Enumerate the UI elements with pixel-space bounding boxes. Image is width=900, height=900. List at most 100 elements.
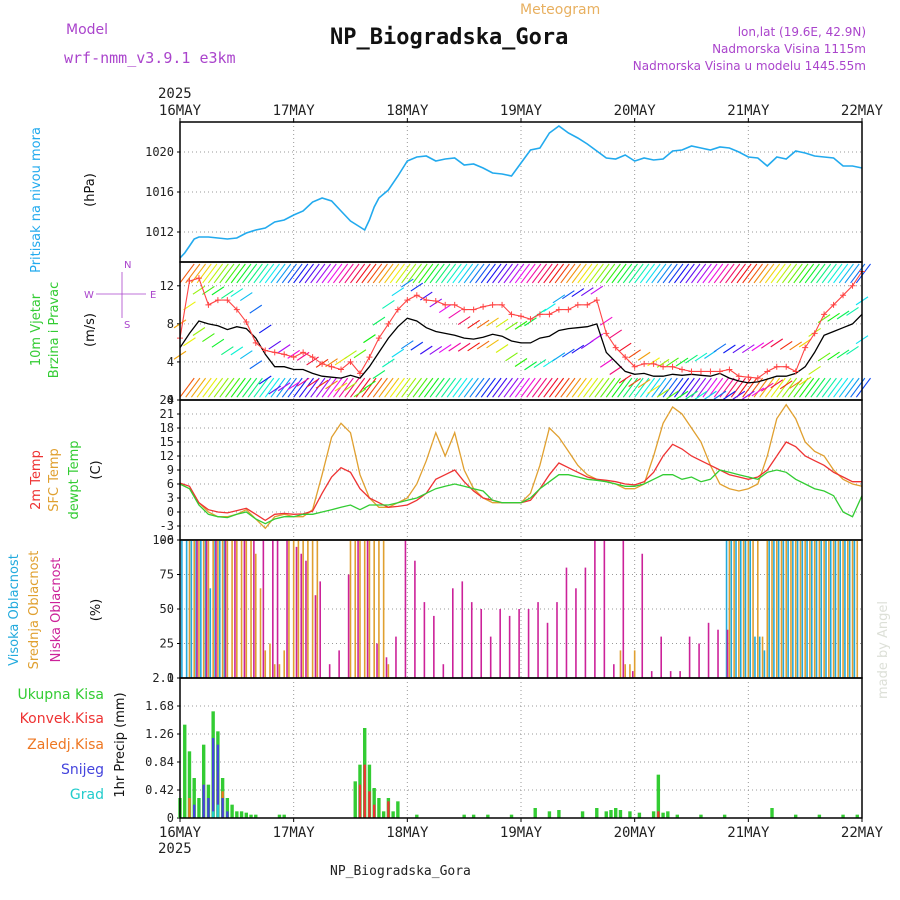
elevation-label: Nadmorska Visina 1115m — [712, 42, 866, 56]
gust-marker — [745, 374, 752, 381]
pressure-line — [179, 125, 863, 259]
gust-marker — [413, 292, 420, 299]
wind-barb — [225, 377, 241, 398]
pressure-unit: (hPa) — [83, 173, 98, 207]
wind-arrow — [581, 287, 594, 297]
wind-barb — [668, 263, 684, 284]
meteogram-label: Meteogram — [520, 2, 600, 18]
x-tick-label-top: 17MAY — [273, 103, 316, 119]
gust-marker — [735, 373, 742, 380]
wind-barb — [406, 377, 422, 398]
gust-marker — [442, 301, 449, 308]
wind-arrow — [675, 357, 689, 367]
wind-arrow — [647, 384, 660, 394]
wind-barb — [838, 377, 854, 398]
gust-marker — [508, 311, 515, 318]
total-precip-bar — [415, 814, 419, 818]
conv-precip-bar — [363, 764, 366, 818]
hail-bar — [216, 804, 220, 818]
wind-barb — [469, 263, 485, 284]
wind-barb — [651, 377, 667, 398]
wind-barb — [412, 263, 428, 284]
y-tick-label: 0.42 — [145, 783, 174, 797]
wind-barb — [634, 263, 650, 284]
wind-arrow — [505, 321, 518, 331]
wind-arrow — [666, 390, 679, 400]
y-tick-label: -6 — [160, 533, 174, 547]
total-precip-bar — [187, 751, 192, 818]
wind-arrow — [372, 316, 386, 326]
wind-arrow — [476, 340, 490, 350]
gust-marker — [669, 363, 676, 370]
wind-barb — [776, 263, 792, 284]
wind-barb — [628, 263, 644, 284]
gust-marker — [536, 311, 543, 318]
y-tick-label: 24 — [160, 393, 174, 407]
wind-arrow — [211, 338, 225, 348]
wind-barb — [571, 377, 587, 398]
y-tick-label: 75 — [160, 568, 174, 582]
wind-barb — [310, 263, 326, 284]
gust-marker — [783, 363, 790, 370]
total-precip-bar — [254, 814, 258, 818]
wind-barb — [708, 377, 724, 398]
wind-barb — [287, 263, 303, 284]
gust-marker — [300, 349, 307, 356]
wind-arrow — [770, 379, 784, 389]
wind-barb — [423, 263, 440, 284]
wind-arrow — [637, 379, 651, 388]
temp-ylabel-sfc: SFC Temp — [47, 448, 62, 512]
wind-arrow — [723, 390, 736, 400]
wind-barb — [213, 377, 229, 398]
wind-barb — [315, 263, 332, 284]
wind-barb — [725, 263, 741, 284]
wind-barb — [259, 377, 275, 398]
wind-arrow — [230, 288, 244, 297]
gust-marker — [480, 303, 487, 310]
wind-arrow — [808, 366, 821, 375]
wind-barb — [207, 377, 224, 398]
wind-barb — [276, 263, 292, 284]
wind-arrow — [732, 344, 746, 354]
wind-barb — [651, 263, 667, 284]
wind-arrow — [760, 339, 774, 349]
compass-s: S — [124, 320, 130, 331]
gust-marker — [764, 368, 771, 375]
total-precip-bar — [201, 744, 206, 818]
wind-barb — [321, 377, 337, 398]
total-precip-bar — [656, 774, 661, 818]
wind-barb — [514, 263, 530, 284]
gust-marker — [205, 301, 212, 308]
wind-arrow — [685, 354, 698, 364]
total-precip-bar — [614, 808, 618, 818]
wind-barb — [253, 377, 269, 398]
model-elevation-label: Nadmorska Visina u modelu 1445.55m — [633, 59, 866, 73]
wind-barb — [855, 263, 871, 284]
total-precip-bar — [239, 811, 244, 818]
wind-arrow — [562, 290, 575, 300]
snow-bar — [226, 811, 229, 818]
hail-bar — [211, 811, 215, 818]
total-precip-bar — [595, 808, 599, 818]
total-precip-bar — [471, 814, 476, 818]
wind-arrow — [798, 338, 812, 348]
total-precip-bar — [391, 811, 395, 818]
wind-arrow — [618, 374, 632, 384]
wind-barb — [480, 377, 496, 398]
gust-marker — [641, 360, 648, 367]
wind-arrow — [287, 381, 300, 391]
pressure-panel: 1012 1016 1020 — [145, 121, 863, 263]
wind-barb — [440, 263, 457, 284]
wind-arrow — [344, 350, 357, 360]
wind-barb — [713, 377, 729, 398]
wind-barb — [401, 377, 417, 398]
total-precip-bar — [197, 798, 201, 818]
gust-marker — [688, 368, 695, 375]
total-precip-bar — [580, 811, 585, 818]
wind-barb — [486, 263, 502, 284]
wind-barb — [770, 263, 786, 284]
wind-arrow — [258, 324, 272, 334]
gust-marker — [707, 368, 714, 375]
wind-barb — [679, 377, 695, 398]
